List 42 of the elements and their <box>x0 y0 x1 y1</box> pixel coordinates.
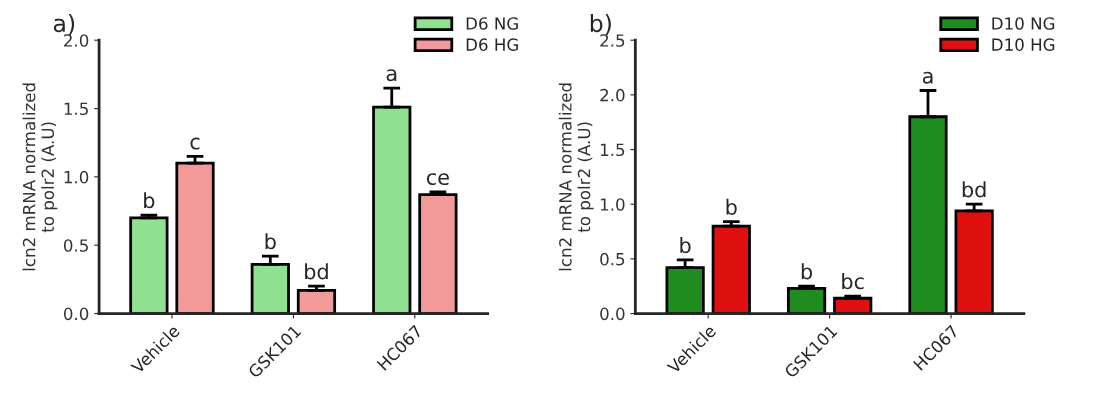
bar <box>954 209 994 314</box>
y-tick-label: 2.0 <box>64 34 89 47</box>
bar <box>250 262 290 314</box>
annotation: c <box>190 137 200 150</box>
y-axis-title: lcn2 mRNA normalized to polr2 (A.U) <box>558 83 594 271</box>
annotation: ce <box>426 173 449 186</box>
annotation: bc <box>842 273 864 290</box>
y-tick-label: 0.5 <box>600 252 625 266</box>
y-tick-label: 0.0 <box>600 307 625 321</box>
annotation: b <box>801 263 813 280</box>
bar <box>665 266 705 314</box>
annotation: b <box>265 233 276 250</box>
bar <box>786 287 827 314</box>
bar <box>175 161 215 314</box>
y-tick-label: 2.5 <box>600 34 625 47</box>
bar <box>296 288 337 314</box>
y-tick-label: 2.0 <box>600 88 625 102</box>
chart-title: b) <box>590 13 611 35</box>
bar <box>372 105 412 314</box>
annotation: a <box>922 71 933 84</box>
annotation: bd <box>962 181 986 198</box>
bar <box>418 193 458 314</box>
annotation: bd <box>305 263 328 280</box>
annotation: a <box>386 69 397 82</box>
y-tick-label: 1.0 <box>600 198 625 211</box>
legend-label: D6 HG <box>466 38 518 51</box>
y-tick-label: 1.5 <box>600 143 625 157</box>
annotation: b <box>726 198 737 215</box>
annotation: b <box>144 192 155 209</box>
legend-label: D6 NG <box>466 17 518 30</box>
y-axis-title: lcn2 mRNA normalized to polr2 (A.U) <box>22 83 58 271</box>
legend-label: D10 NG <box>992 17 1055 30</box>
chart-title: a) <box>53 13 75 35</box>
bar <box>908 115 948 314</box>
y-tick-label: 0.5 <box>63 239 88 252</box>
bar <box>129 216 169 314</box>
annotation: b <box>680 237 691 254</box>
legend-label: D10 HG <box>992 38 1055 51</box>
y-tick-label: 1.0 <box>64 170 89 184</box>
y-tick-label: 0.0 <box>63 307 89 321</box>
bar <box>711 224 751 314</box>
y-tick-label: 1.5 <box>64 102 88 116</box>
